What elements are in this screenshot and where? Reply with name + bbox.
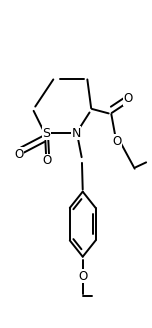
Text: O: O (14, 148, 23, 161)
Text: O: O (42, 154, 52, 167)
Text: N: N (71, 127, 81, 140)
Text: S: S (42, 127, 50, 140)
Text: O: O (78, 270, 87, 283)
Text: O: O (112, 135, 122, 148)
Text: O: O (124, 92, 133, 106)
